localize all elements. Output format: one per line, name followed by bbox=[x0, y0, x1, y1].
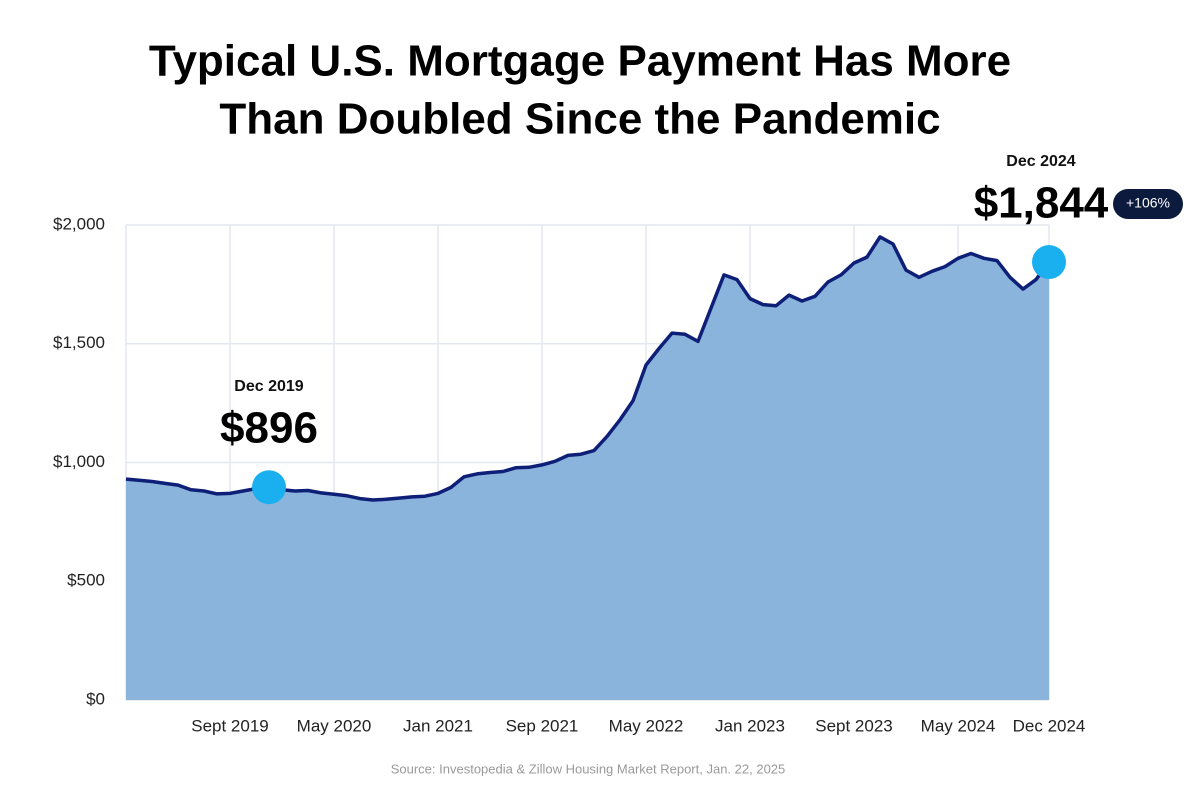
x-tick-label: Dec 2024 bbox=[1013, 716, 1086, 735]
x-tick-label: Sept 2019 bbox=[191, 716, 269, 735]
y-tick-label: $1,500 bbox=[53, 333, 105, 352]
area bbox=[126, 236, 1049, 700]
annotation-date: Dec 2024 bbox=[1006, 153, 1075, 170]
highlight-point bbox=[252, 470, 286, 505]
highlight-point bbox=[1032, 245, 1066, 280]
y-tick-label: $2,000 bbox=[53, 214, 105, 233]
y-tick-label: $500 bbox=[67, 571, 105, 590]
x-tick-label: Sept 2023 bbox=[815, 716, 893, 735]
x-tick-label: May 2024 bbox=[921, 716, 996, 735]
x-tick-label: Sep 2021 bbox=[506, 716, 579, 735]
value-label: $896 bbox=[220, 404, 318, 453]
annotation-date: Dec 2019 bbox=[234, 378, 303, 395]
x-tick-label: Jan 2023 bbox=[715, 716, 785, 735]
chart-title: Typical U.S. Mortgage Payment Has More bbox=[149, 37, 1011, 86]
y-tick-label: $1,000 bbox=[53, 452, 105, 471]
x-tick-label: May 2022 bbox=[609, 716, 684, 735]
value-label: $1,844 bbox=[974, 179, 1109, 228]
x-tick-label: May 2020 bbox=[297, 716, 372, 735]
chart-subtitle: Than Doubled Since the Pandemic bbox=[219, 95, 940, 144]
change-badge bbox=[1113, 189, 1183, 219]
y-tick-label: $0 bbox=[86, 689, 105, 708]
source-note: Source: Investopedia & Zillow Housing Ma… bbox=[391, 761, 786, 776]
x-tick-label: Jan 2021 bbox=[403, 716, 473, 735]
change-label: +106% bbox=[1126, 195, 1170, 211]
